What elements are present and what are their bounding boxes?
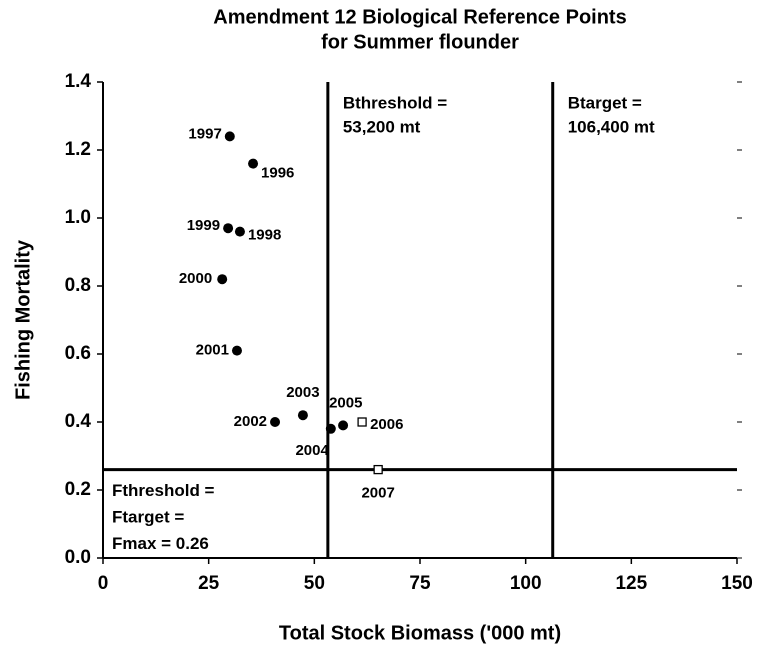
x-tick-label: 50 — [304, 573, 325, 594]
point-label: 2001 — [196, 342, 229, 359]
x-tick-label: 100 — [510, 573, 542, 594]
point — [234, 226, 245, 237]
y-axis-title: Fishing Mortality — [12, 239, 34, 400]
reference-label: 106,400 mt — [568, 117, 655, 136]
y-tick-label: 1.0 — [65, 207, 91, 228]
y-tick-label: 1.2 — [65, 139, 91, 160]
reference-label: 53,200 mt — [343, 117, 421, 136]
x-tick-label: 150 — [721, 573, 753, 594]
point-label: 2002 — [234, 413, 267, 430]
point — [231, 345, 242, 356]
x-tick-label: 25 — [198, 573, 220, 594]
reference-label: Fthreshold = — [112, 481, 215, 500]
y-tick-label: 0.0 — [65, 547, 91, 568]
reference-label: Ftarget = — [112, 508, 184, 527]
y-tick-label: 0.2 — [65, 479, 91, 500]
point-label: 2006 — [370, 416, 403, 433]
point — [325, 423, 336, 434]
y-tick-label: 0.4 — [65, 411, 92, 432]
point-label: 1999 — [187, 217, 220, 234]
point-label: 2003 — [286, 384, 319, 401]
point — [338, 420, 349, 431]
x-axis-title: Total Stock Biomass ('000 mt) — [279, 622, 561, 644]
point-label: 1996 — [261, 165, 294, 182]
x-tick-label: 125 — [615, 573, 647, 594]
point — [357, 417, 367, 427]
y-tick-label: 0.8 — [65, 275, 91, 296]
y-tick-label: 0.6 — [65, 343, 91, 364]
chart-title: for Summer flounder — [321, 31, 519, 53]
point-label: 2005 — [329, 394, 362, 411]
chart-title: Amendment 12 Biological Reference Points — [213, 6, 626, 28]
point — [224, 131, 235, 142]
point — [270, 417, 281, 427]
x-tick-label: 75 — [409, 573, 431, 594]
point-label: 2000 — [179, 270, 212, 287]
x-tick-label: 0 — [98, 573, 109, 594]
reference-label: Btarget = — [568, 93, 642, 112]
point-label: 1998 — [248, 227, 281, 244]
point — [297, 410, 308, 421]
reference-label: Fmax = 0.26 — [112, 534, 209, 553]
point-label: 1997 — [188, 125, 221, 142]
point — [223, 223, 234, 234]
point — [373, 464, 383, 475]
point-label: 2004 — [295, 442, 329, 459]
reference-label: Bthreshold = — [343, 93, 447, 112]
y-tick-label: 1.4 — [65, 71, 92, 92]
point-label: 2007 — [361, 485, 394, 502]
point — [248, 158, 259, 169]
point — [217, 274, 228, 285]
